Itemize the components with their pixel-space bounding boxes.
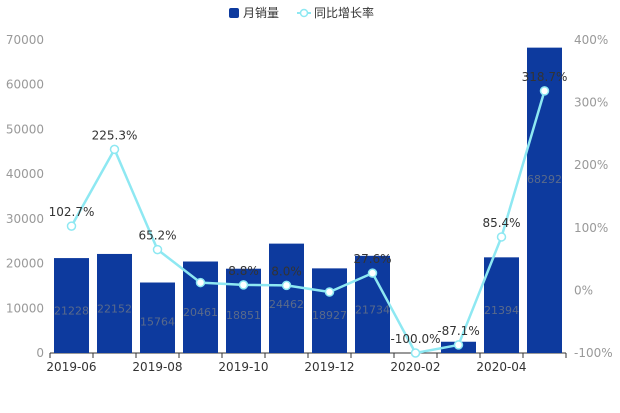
y-left-tick-label: 60000 bbox=[6, 78, 44, 92]
y-left-tick-label: 40000 bbox=[6, 167, 44, 181]
bar-value-label: 18851 bbox=[226, 309, 261, 322]
y-left-tick-label: 50000 bbox=[6, 122, 44, 136]
bar-value-label: 68292 bbox=[527, 173, 562, 186]
bar-value-label: 18927 bbox=[312, 309, 347, 322]
y-left-tick-label: 30000 bbox=[6, 212, 44, 226]
line-path bbox=[70, 90, 546, 355]
legend: 月销量 同比增长率 bbox=[229, 5, 374, 20]
line-value-label: 27.6% bbox=[353, 252, 391, 266]
y-right-tick-label: -100% bbox=[574, 346, 613, 360]
bar-value-label: 20461 bbox=[183, 306, 218, 319]
bar bbox=[312, 268, 347, 353]
x-tick-label: 2019-08 bbox=[132, 360, 182, 374]
bar bbox=[269, 243, 304, 353]
line-point bbox=[238, 280, 249, 290]
bar-value-label: 22152 bbox=[97, 302, 132, 315]
x-tick-label: 2020-02 bbox=[390, 360, 440, 374]
line-value-label: 225.3% bbox=[92, 128, 138, 142]
y-right-tick-label: 200% bbox=[574, 158, 608, 172]
line-point bbox=[367, 268, 378, 278]
x-tick-label: 2019-12 bbox=[304, 360, 354, 374]
bar-value-label: 24462 bbox=[269, 298, 304, 311]
line-value-label: 65.2% bbox=[138, 229, 176, 243]
x-tick-label: 2019-06 bbox=[46, 360, 96, 374]
line-point bbox=[410, 348, 421, 358]
legend-swatch-line-dot bbox=[299, 8, 309, 18]
y-right-tick-label: 400% bbox=[574, 33, 608, 47]
y-left-tick-label: 20000 bbox=[6, 257, 44, 271]
line-point bbox=[195, 277, 206, 288]
bar bbox=[183, 261, 218, 353]
y-left-tick-label: 10000 bbox=[6, 301, 44, 315]
bar-value-label: 21394 bbox=[484, 304, 519, 317]
y-right-tick-label: 0% bbox=[574, 283, 593, 297]
line-point bbox=[496, 232, 507, 242]
bar-value-label: 21734 bbox=[355, 303, 390, 316]
axes: 0 10000 20000 30000 40000 50000 60000 70000 -100… bbox=[6, 33, 613, 374]
y-left-tick-label: 70000 bbox=[6, 33, 44, 47]
bar-value-label: 21228 bbox=[54, 304, 89, 317]
y-right-tick-label: 300% bbox=[574, 96, 608, 110]
line-value-label: 8.8% bbox=[228, 264, 259, 278]
line-value-label: 85.4% bbox=[482, 216, 520, 230]
bar bbox=[484, 257, 519, 353]
legend-label-line: 同比增长率 bbox=[314, 5, 374, 20]
line-series bbox=[66, 86, 550, 358]
x-tick-label: 2020-04 bbox=[476, 360, 526, 374]
line-value-label: 8.0% bbox=[271, 264, 302, 278]
bar-value-label: 15764 bbox=[140, 315, 175, 328]
bar bbox=[54, 258, 89, 353]
bar bbox=[140, 282, 175, 353]
legend-label-bar: 月销量 bbox=[243, 6, 279, 20]
data-labels: 21228 22152 15764 20461 18851 24462 18927 21734… bbox=[49, 70, 568, 346]
x-tick-label: 2019-10 bbox=[218, 360, 268, 374]
line-point bbox=[539, 86, 550, 96]
line-point bbox=[152, 244, 163, 255]
line-value-label: -87.1% bbox=[437, 324, 479, 338]
line-point bbox=[453, 340, 464, 350]
line-point bbox=[66, 221, 77, 231]
bar bbox=[527, 47, 562, 353]
y-left-tick-label: 0 bbox=[36, 346, 44, 360]
y-right-tick-label: 100% bbox=[574, 221, 608, 235]
line-value-label: 102.7% bbox=[49, 205, 95, 219]
legend-swatch-bar bbox=[229, 8, 239, 18]
line-point bbox=[324, 287, 335, 297]
line-point bbox=[281, 280, 292, 291]
line-point bbox=[109, 144, 120, 155]
bar bbox=[97, 253, 132, 353]
bar-series bbox=[54, 47, 562, 353]
line-value-label: -100.0% bbox=[390, 332, 440, 346]
line-value-label: 318.7% bbox=[522, 70, 568, 84]
